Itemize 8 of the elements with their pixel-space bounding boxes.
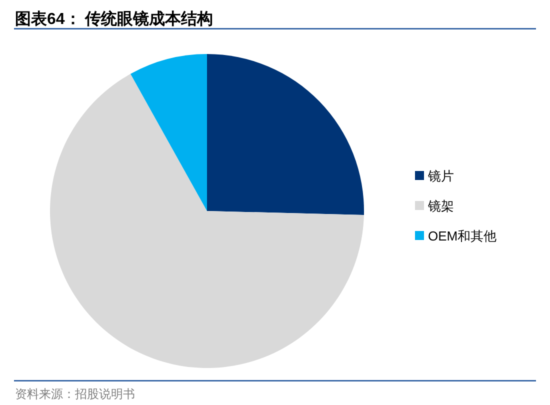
legend-label: 镜片 <box>427 168 454 184</box>
pie-slice <box>207 54 364 215</box>
pie-slice <box>50 74 364 368</box>
chart-title: 图表64： 传统眼镜成本结构 <box>15 10 214 28</box>
text: 资料来源：招股说明书 <box>15 387 135 401</box>
legend-label: OEM和其他 <box>428 228 497 244</box>
legend-label: 镜架 <box>427 198 454 214</box>
pie-slice <box>130 54 207 211</box>
